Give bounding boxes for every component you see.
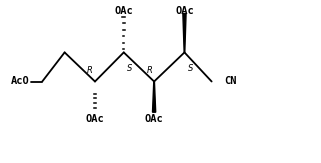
Polygon shape — [183, 14, 186, 52]
Text: R: R — [87, 66, 93, 75]
Text: AcO: AcO — [11, 76, 30, 87]
Text: OAc: OAc — [145, 114, 163, 124]
Text: OAc: OAc — [175, 6, 194, 15]
Text: OAc: OAc — [86, 114, 104, 124]
Text: OAc: OAc — [114, 6, 133, 15]
Text: S: S — [127, 64, 132, 73]
Text: S: S — [187, 64, 193, 73]
Text: R: R — [146, 66, 152, 75]
Text: CN: CN — [224, 76, 237, 87]
Polygon shape — [152, 82, 156, 112]
